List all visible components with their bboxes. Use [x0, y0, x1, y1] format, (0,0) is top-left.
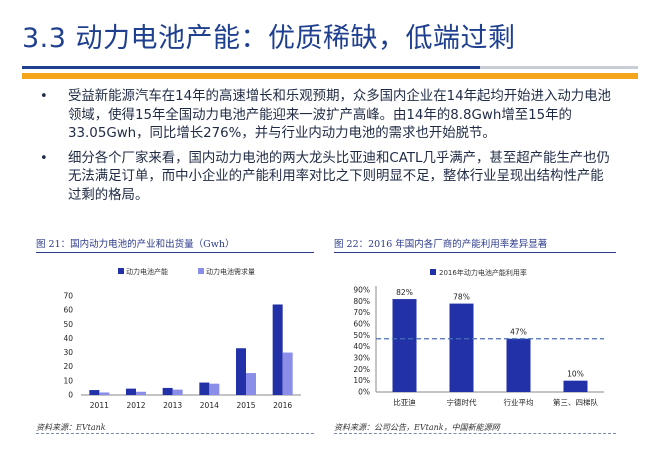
data-label: 10% [567, 370, 584, 379]
bullet-item-1: • 受益新能源汽车在14年的高速增长和乐观预期，众多国内企业在14年起均开始进入… [40, 88, 615, 144]
y-tick-label: 40 [63, 334, 73, 343]
bar-demand [282, 352, 293, 395]
bullet-list: • 受益新能源汽车在14年的高速增长和乐观预期，众多国内企业在14年起均开始进入… [40, 88, 615, 211]
bar-utilization [449, 303, 474, 392]
y-tick-label: 60 [63, 306, 73, 315]
y-tick-label: 50 [63, 320, 73, 329]
figure2-source: 资料来源：公司公告，EVtank，中国新能源网 [334, 423, 500, 432]
x-tick-label: 比亚迪 [393, 397, 416, 407]
title-rule-orange [22, 73, 638, 79]
bar-demand [172, 389, 183, 395]
y-tick-label: 60% [353, 320, 370, 329]
title-rule-gray [480, 66, 638, 69]
y-tick-label: 70 [63, 292, 73, 301]
y-tick-label: 50% [353, 331, 370, 340]
x-tick-label: 2016 [273, 401, 292, 410]
bar-capacity [272, 304, 283, 395]
bar-utilization [392, 299, 417, 392]
bar-utilization [563, 380, 588, 392]
title-rule-blue [22, 66, 638, 69]
legend-swatch-2 [198, 268, 204, 274]
y-tick-label: 30 [63, 348, 73, 357]
bar-capacity [199, 382, 210, 395]
bullet-item-2: • 细分各个厂家来看，国内动力电池的两大龙头比亚迪和CATL几乎满产，甚至超产能… [40, 150, 615, 206]
bar-demand [246, 373, 256, 395]
y-tick-label: 0% [358, 388, 370, 397]
bullet-dot-icon: • [40, 150, 48, 166]
x-tick-label: 2013 [163, 401, 182, 410]
legend-label-1: 动力电池产能 [126, 267, 168, 276]
data-label: 47% [510, 328, 527, 337]
bar-capacity [236, 348, 246, 395]
legend-swatch-1 [118, 268, 124, 274]
figure1-title: 图 21：国内动力电池的产业和出货量（Gwh） [36, 239, 235, 250]
data-label: 82% [396, 288, 413, 297]
x-tick-label: 2011 [90, 401, 109, 410]
chart-utilization-rate: 2016年动力电池产能利用率 0% 10% 20% 30% 40% 50% 60% 70% 80%… [353, 268, 604, 407]
bullet-text: 受益新能源汽车在14年的高速增长和乐观预期，众多国内企业在14年起均开始进入动力… [68, 89, 611, 141]
x-tick-label: 宁德时代 [447, 397, 477, 407]
bar-utilization [506, 338, 531, 392]
x-tick-label: 第三、四梯队 [553, 397, 598, 407]
y-tick-label: 20 [63, 362, 73, 371]
bar-capacity [162, 387, 173, 395]
y-tick-label: 70% [353, 308, 370, 317]
bullet-dot-icon: • [40, 89, 48, 104]
figure1-source: 资料来源：EVtank [36, 423, 106, 432]
y-tick-label: 10 [63, 376, 73, 385]
y-tick-label: 0 [68, 391, 73, 400]
bar-demand [209, 383, 220, 395]
y-tick-label: 30% [353, 354, 370, 363]
y-tick-label: 20% [353, 365, 370, 374]
figure2-title: 图 22：2016 年国内各厂商的产能利用率差异显著 [334, 239, 548, 250]
data-label: 78% [453, 293, 470, 302]
page-title: 3.3 动力电池产能：优质稀缺，低端过剩 [22, 23, 516, 54]
legend-label-2: 动力电池需求量 [206, 267, 255, 276]
x-tick-label: 2014 [200, 401, 219, 410]
chart-capacity-shipments: 动力电池产能 动力电池需求量 0 10 20 30 40 50 60 70 2011 2012 2013… [63, 267, 301, 410]
x-tick-label: 行业平均 [504, 397, 534, 407]
y-tick-label: 40% [353, 342, 370, 351]
y-tick-label: 90% [353, 286, 370, 295]
x-tick-label: 2012 [126, 401, 145, 410]
y-tick-label: 10% [353, 376, 370, 385]
bar-capacity [89, 390, 100, 395]
x-tick-label: 2015 [236, 401, 255, 410]
figure1-source-rule [36, 433, 314, 435]
bar-demand [99, 392, 110, 395]
y-tick-label: 80% [353, 297, 370, 306]
bar-capacity [126, 388, 136, 395]
legend-label-1: 2016年动力电池产能利用率 [439, 268, 527, 277]
bullet-text: 细分各个厂家来看，国内动力电池的两大龙头比亚迪和CATL几乎满产，甚至超产能生产… [68, 150, 610, 203]
bar-demand [136, 391, 146, 395]
legend-swatch-1 [430, 269, 436, 275]
figure2-source-rule [334, 433, 616, 435]
figure1-rule [36, 252, 314, 253]
figure2-rule [334, 252, 616, 253]
